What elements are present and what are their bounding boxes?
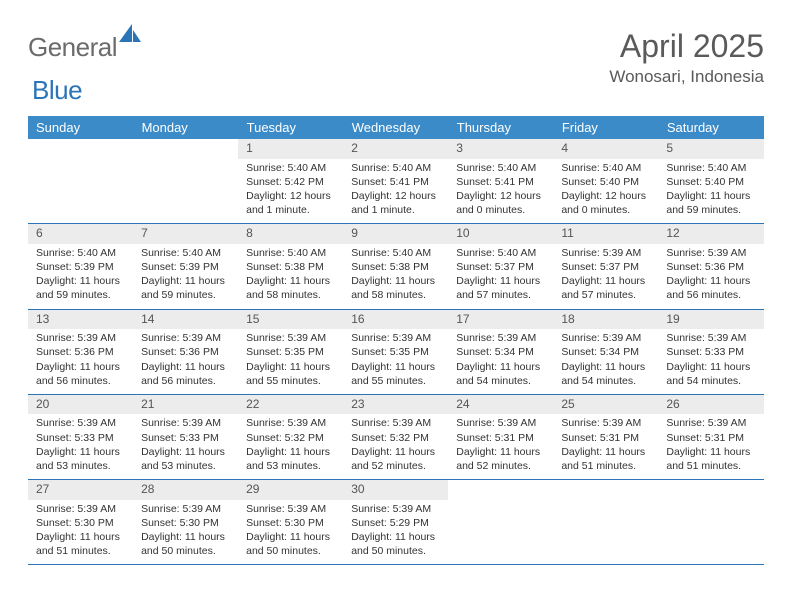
day-number-cell [28, 139, 133, 159]
day-number-cell: 1 [238, 139, 343, 159]
weekday-header: Monday [133, 116, 238, 139]
day-detail-cell: Sunrise: 5:40 AMSunset: 5:40 PMDaylight:… [658, 159, 763, 224]
calendar-body: 12345 Sunrise: 5:40 AMSunset: 5:42 PMDay… [28, 139, 764, 565]
weekday-header: Sunday [28, 116, 133, 139]
day-number-cell: 17 [448, 309, 553, 329]
day-number-cell [448, 480, 553, 500]
day-detail-row: Sunrise: 5:39 AMSunset: 5:33 PMDaylight:… [28, 414, 764, 479]
day-number-cell: 6 [28, 224, 133, 244]
day-detail-cell [28, 159, 133, 224]
day-number-cell: 8 [238, 224, 343, 244]
day-number-cell: 11 [553, 224, 658, 244]
day-number-cell: 18 [553, 309, 658, 329]
weekday-header: Saturday [658, 116, 763, 139]
day-detail-cell: Sunrise: 5:39 AMSunset: 5:30 PMDaylight:… [133, 500, 238, 565]
day-detail-row: Sunrise: 5:39 AMSunset: 5:36 PMDaylight:… [28, 329, 764, 394]
day-number-cell: 5 [658, 139, 763, 159]
day-number-cell: 26 [658, 394, 763, 414]
day-number-cell: 24 [448, 394, 553, 414]
day-detail-cell: Sunrise: 5:39 AMSunset: 5:33 PMDaylight:… [28, 414, 133, 479]
logo-text-blue: Blue [32, 75, 82, 105]
day-detail-cell: Sunrise: 5:39 AMSunset: 5:29 PMDaylight:… [343, 500, 448, 565]
day-detail-cell: Sunrise: 5:39 AMSunset: 5:34 PMDaylight:… [448, 329, 553, 394]
day-number-cell: 21 [133, 394, 238, 414]
day-detail-cell: Sunrise: 5:39 AMSunset: 5:32 PMDaylight:… [238, 414, 343, 479]
day-number-cell: 13 [28, 309, 133, 329]
day-detail-cell: Sunrise: 5:40 AMSunset: 5:39 PMDaylight:… [133, 244, 238, 309]
day-detail-cell: Sunrise: 5:40 AMSunset: 5:40 PMDaylight:… [553, 159, 658, 224]
day-detail-cell: Sunrise: 5:39 AMSunset: 5:36 PMDaylight:… [133, 329, 238, 394]
day-detail-cell [658, 500, 763, 565]
day-number-cell: 28 [133, 480, 238, 500]
day-number-cell: 10 [448, 224, 553, 244]
day-number-cell: 25 [553, 394, 658, 414]
title-block: April 2025 Wonosari, Indonesia [609, 28, 764, 87]
day-number-cell: 3 [448, 139, 553, 159]
day-detail-cell: Sunrise: 5:39 AMSunset: 5:30 PMDaylight:… [238, 500, 343, 565]
day-detail-cell [133, 159, 238, 224]
day-number-cell: 29 [238, 480, 343, 500]
day-number-cell: 12 [658, 224, 763, 244]
day-detail-cell: Sunrise: 5:40 AMSunset: 5:37 PMDaylight:… [448, 244, 553, 309]
day-detail-row: Sunrise: 5:40 AMSunset: 5:42 PMDaylight:… [28, 159, 764, 224]
day-detail-cell: Sunrise: 5:39 AMSunset: 5:31 PMDaylight:… [448, 414, 553, 479]
day-number-cell [658, 480, 763, 500]
day-detail-cell: Sunrise: 5:39 AMSunset: 5:35 PMDaylight:… [343, 329, 448, 394]
weekday-header: Thursday [448, 116, 553, 139]
day-detail-cell: Sunrise: 5:39 AMSunset: 5:33 PMDaylight:… [133, 414, 238, 479]
day-detail-cell: Sunrise: 5:39 AMSunset: 5:31 PMDaylight:… [658, 414, 763, 479]
day-detail-cell: Sunrise: 5:40 AMSunset: 5:38 PMDaylight:… [238, 244, 343, 309]
day-number-cell [133, 139, 238, 159]
day-number-cell: 19 [658, 309, 763, 329]
day-detail-row: Sunrise: 5:39 AMSunset: 5:30 PMDaylight:… [28, 500, 764, 565]
day-number-cell: 20 [28, 394, 133, 414]
day-detail-cell: Sunrise: 5:39 AMSunset: 5:30 PMDaylight:… [28, 500, 133, 565]
day-detail-row: Sunrise: 5:40 AMSunset: 5:39 PMDaylight:… [28, 244, 764, 309]
calendar-table: SundayMondayTuesdayWednesdayThursdayFrid… [28, 116, 764, 565]
day-number-cell [553, 480, 658, 500]
day-number-row: 27282930 [28, 480, 764, 500]
day-number-cell: 7 [133, 224, 238, 244]
day-number-cell: 16 [343, 309, 448, 329]
day-number-cell: 2 [343, 139, 448, 159]
day-number-row: 13141516171819 [28, 309, 764, 329]
day-detail-cell: Sunrise: 5:39 AMSunset: 5:35 PMDaylight:… [238, 329, 343, 394]
day-detail-cell: Sunrise: 5:39 AMSunset: 5:36 PMDaylight:… [28, 329, 133, 394]
day-detail-cell: Sunrise: 5:40 AMSunset: 5:38 PMDaylight:… [343, 244, 448, 309]
day-detail-cell: Sunrise: 5:39 AMSunset: 5:36 PMDaylight:… [658, 244, 763, 309]
day-detail-cell: Sunrise: 5:39 AMSunset: 5:33 PMDaylight:… [658, 329, 763, 394]
month-title: April 2025 [609, 28, 764, 65]
day-number-cell: 22 [238, 394, 343, 414]
day-detail-cell [448, 500, 553, 565]
day-number-cell: 14 [133, 309, 238, 329]
day-number-row: 6789101112 [28, 224, 764, 244]
weekday-header: Friday [553, 116, 658, 139]
calendar-page: General April 2025 Wonosari, Indonesia B… [0, 0, 792, 585]
logo-sail-icon [119, 24, 143, 49]
day-number-cell: 4 [553, 139, 658, 159]
day-number-cell: 9 [343, 224, 448, 244]
weekday-header: Tuesday [238, 116, 343, 139]
day-detail-cell: Sunrise: 5:40 AMSunset: 5:41 PMDaylight:… [343, 159, 448, 224]
day-detail-cell: Sunrise: 5:40 AMSunset: 5:41 PMDaylight:… [448, 159, 553, 224]
weekday-header: Wednesday [343, 116, 448, 139]
logo-text-general: General [28, 32, 117, 63]
day-detail-cell: Sunrise: 5:39 AMSunset: 5:32 PMDaylight:… [343, 414, 448, 479]
day-number-row: 20212223242526 [28, 394, 764, 414]
day-number-cell: 30 [343, 480, 448, 500]
logo: General [28, 32, 143, 63]
day-detail-cell: Sunrise: 5:39 AMSunset: 5:31 PMDaylight:… [553, 414, 658, 479]
day-number-cell: 27 [28, 480, 133, 500]
day-detail-cell: Sunrise: 5:40 AMSunset: 5:39 PMDaylight:… [28, 244, 133, 309]
day-detail-cell [553, 500, 658, 565]
day-detail-cell: Sunrise: 5:39 AMSunset: 5:37 PMDaylight:… [553, 244, 658, 309]
calendar-header-row: SundayMondayTuesdayWednesdayThursdayFrid… [28, 116, 764, 139]
day-number-cell: 15 [238, 309, 343, 329]
day-detail-cell: Sunrise: 5:39 AMSunset: 5:34 PMDaylight:… [553, 329, 658, 394]
day-detail-cell: Sunrise: 5:40 AMSunset: 5:42 PMDaylight:… [238, 159, 343, 224]
day-number-cell: 23 [343, 394, 448, 414]
location: Wonosari, Indonesia [609, 67, 764, 87]
day-number-row: 12345 [28, 139, 764, 159]
